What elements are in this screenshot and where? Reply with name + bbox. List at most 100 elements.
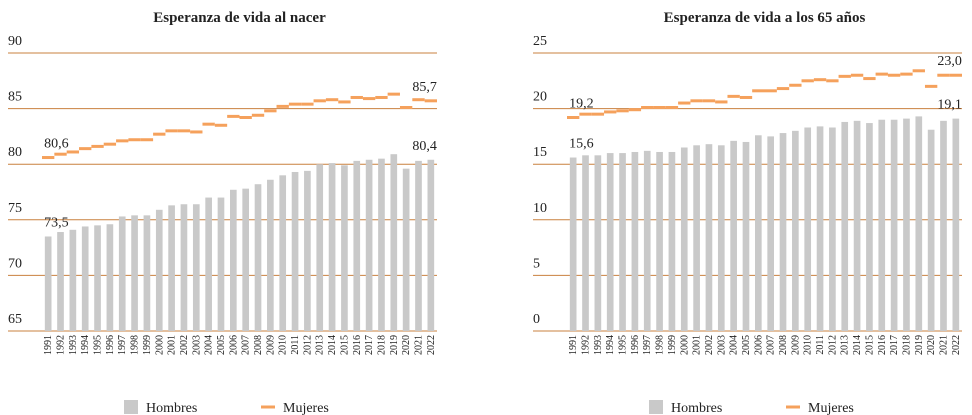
x-tick-label: 1996 [630, 335, 641, 355]
bar [415, 160, 422, 331]
bar [619, 153, 626, 331]
bar [631, 151, 639, 331]
bar [205, 197, 212, 331]
y-tick-label: 90 [8, 34, 22, 49]
x-tick-label: 2022 [426, 335, 437, 355]
x-tick-label: 2018 [376, 335, 387, 355]
y-tick-label: 0 [533, 312, 540, 327]
x-tick-label: 2004 [204, 335, 215, 355]
bar [829, 127, 836, 331]
bar [841, 121, 849, 331]
x-tick-label: 2000 [679, 335, 690, 355]
y-tick-label: 10 [533, 201, 547, 216]
x-tick-label: 1993 [68, 335, 79, 355]
bar [229, 189, 237, 331]
bar [717, 145, 725, 331]
bar [353, 160, 361, 331]
bar [569, 157, 577, 331]
bar [57, 232, 64, 331]
x-tick-label: 2016 [352, 335, 363, 355]
bar [816, 126, 824, 331]
bar [730, 140, 737, 331]
x-tick-label: 1994 [605, 335, 616, 355]
x-tick-label: 1995 [618, 335, 629, 355]
y-tick-label: 15 [533, 145, 547, 160]
data-label: 80,4 [412, 139, 437, 154]
bar [341, 165, 348, 331]
bar [217, 197, 225, 331]
x-tick-label: 2008 [778, 335, 789, 355]
x-tick-label: 2021 [413, 335, 424, 355]
x-tick-label: 2022 [951, 335, 962, 355]
x-tick-label: 1993 [593, 335, 604, 355]
bar [668, 151, 676, 331]
x-tick-label: 2009 [790, 335, 801, 355]
x-tick-label: 2015 [864, 335, 875, 355]
x-tick-label: 2010 [278, 335, 289, 355]
x-tick-label: 2002 [704, 335, 715, 355]
legend-swatch [649, 400, 663, 414]
x-tick-label: 2000 [154, 335, 165, 355]
x-tick-label: 2003 [716, 335, 727, 355]
bar [254, 184, 262, 331]
x-tick-label: 2011 [290, 335, 301, 355]
bar [594, 155, 602, 331]
x-tick-label: 2007 [241, 335, 252, 355]
x-tick-label: 2012 [302, 335, 313, 355]
x-tick-label: 2004 [729, 335, 740, 355]
x-tick-label: 1992 [56, 335, 67, 355]
x-tick-label: 1991 [568, 335, 579, 355]
x-tick-label: 2001 [692, 335, 703, 355]
bar [118, 216, 126, 331]
bar [402, 168, 410, 331]
bar [365, 159, 373, 331]
data-label: 73,5 [44, 215, 69, 230]
x-tick-label: 2012 [827, 335, 838, 355]
y-tick-label: 75 [8, 201, 22, 216]
chart-title: Esperanza de vida a los 65 años [664, 10, 866, 26]
bar [656, 151, 663, 331]
legend-label: Mujeres [283, 401, 329, 415]
x-tick-label: 1998 [655, 335, 666, 355]
bar [878, 119, 886, 331]
bar [316, 164, 324, 331]
x-tick-label: 1999 [667, 335, 678, 355]
x-tick-label: 1999 [142, 335, 153, 355]
bar [606, 153, 614, 331]
bar [792, 130, 799, 331]
bar [267, 179, 274, 331]
x-tick-label: 1992 [581, 335, 592, 355]
x-tick-label: 2002 [179, 335, 190, 355]
legend-label: Hombres [671, 401, 722, 415]
bar [81, 226, 89, 331]
x-tick-label: 2006 [753, 335, 764, 355]
data-label: 19,2 [569, 96, 594, 111]
bar [693, 145, 700, 331]
bar [742, 141, 750, 331]
x-tick-label: 2003 [191, 335, 202, 355]
x-tick-label: 1998 [130, 335, 141, 355]
data-label: 23,0 [937, 54, 962, 69]
data-label: 85,7 [412, 80, 437, 95]
x-tick-label: 2011 [815, 335, 826, 355]
y-tick-label: 70 [8, 256, 22, 271]
x-tick-label: 2019 [914, 335, 925, 355]
y-tick-label: 5 [533, 256, 540, 271]
bar [915, 116, 923, 331]
bar [180, 204, 188, 331]
x-tick-label: 2014 [327, 335, 338, 355]
bar [390, 154, 398, 331]
x-tick-label: 2009 [265, 335, 276, 355]
y-tick-label: 80 [8, 145, 22, 160]
x-tick-label: 2021 [938, 335, 949, 355]
bar [143, 215, 151, 331]
bar [754, 135, 762, 331]
bar [779, 133, 787, 331]
bar [378, 158, 385, 331]
legend-swatch [124, 400, 138, 414]
x-tick-label: 2008 [253, 335, 264, 355]
bar [853, 120, 861, 331]
bar [804, 127, 812, 331]
x-tick-label: 2005 [216, 335, 227, 355]
